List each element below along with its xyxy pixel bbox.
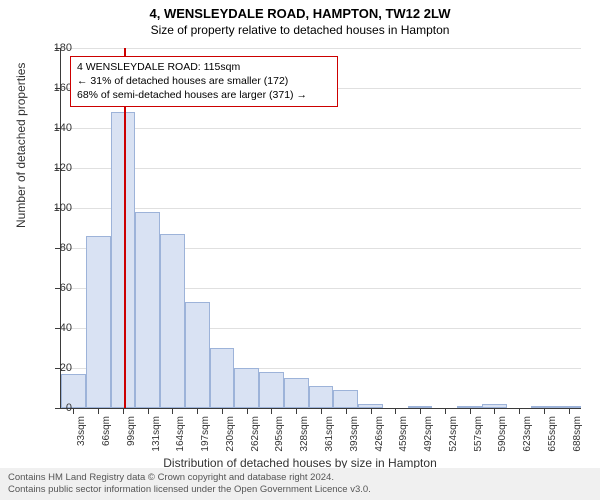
x-tick xyxy=(371,408,372,414)
histogram-bar xyxy=(111,112,136,408)
histogram-bar xyxy=(210,348,235,408)
y-tick-label: 100 xyxy=(54,202,72,214)
y-tick-label: 140 xyxy=(54,122,72,134)
x-tick-label: 393sqm xyxy=(349,416,360,452)
grid-line xyxy=(61,208,581,209)
x-tick xyxy=(544,408,545,414)
y-tick-label: 80 xyxy=(60,242,72,254)
x-tick xyxy=(148,408,149,414)
x-tick xyxy=(420,408,421,414)
histogram-bar xyxy=(234,368,259,408)
grid-line xyxy=(61,128,581,129)
histogram-bar xyxy=(61,374,86,408)
histogram-bar xyxy=(333,390,358,408)
x-tick-label: 688sqm xyxy=(572,416,583,452)
x-tick-label: 524sqm xyxy=(448,416,459,452)
x-tick-label: 33sqm xyxy=(76,416,87,446)
x-tick-label: 66sqm xyxy=(101,416,112,446)
annotation-box: 4 WENSLEYDALE ROAD: 115sqm← 31% of detac… xyxy=(70,56,338,107)
histogram-bar xyxy=(135,212,160,408)
x-tick-label: 655sqm xyxy=(547,416,558,452)
grid-line xyxy=(61,168,581,169)
footer-line-2: Contains public sector information licen… xyxy=(8,484,592,496)
grid-line xyxy=(61,48,581,49)
x-tick-label: 361sqm xyxy=(324,416,335,452)
annotation-line: ← 31% of detached houses are smaller (17… xyxy=(77,74,331,88)
x-tick xyxy=(271,408,272,414)
y-tick-label: 120 xyxy=(54,162,72,174)
x-tick xyxy=(247,408,248,414)
x-tick xyxy=(569,408,570,414)
x-tick-label: 557sqm xyxy=(473,416,484,452)
histogram-bar xyxy=(86,236,111,408)
chart-title-main: 4, WENSLEYDALE ROAD, HAMPTON, TW12 2LW xyxy=(0,0,600,21)
x-tick-label: 459sqm xyxy=(398,416,409,452)
y-tick-label: 180 xyxy=(54,42,72,54)
x-tick xyxy=(296,408,297,414)
histogram-bar xyxy=(259,372,284,408)
x-tick-label: 295sqm xyxy=(274,416,285,452)
y-tick-label: 20 xyxy=(60,362,72,374)
x-tick xyxy=(222,408,223,414)
x-tick-label: 492sqm xyxy=(423,416,434,452)
x-tick xyxy=(346,408,347,414)
x-tick-label: 164sqm xyxy=(175,416,186,452)
chart-title-sub: Size of property relative to detached ho… xyxy=(0,21,600,37)
y-tick-label: 60 xyxy=(60,282,72,294)
x-tick-label: 590sqm xyxy=(497,416,508,452)
x-tick xyxy=(123,408,124,414)
x-tick xyxy=(445,408,446,414)
histogram-bar xyxy=(284,378,309,408)
x-tick xyxy=(73,408,74,414)
annotation-line: 4 WENSLEYDALE ROAD: 115sqm xyxy=(77,60,331,74)
x-tick-label: 623sqm xyxy=(522,416,533,452)
footer-line-1: Contains HM Land Registry data © Crown c… xyxy=(8,472,592,484)
histogram-bar xyxy=(309,386,334,408)
x-tick xyxy=(321,408,322,414)
x-tick-label: 131sqm xyxy=(151,416,162,452)
histogram-bar xyxy=(160,234,185,408)
x-tick xyxy=(470,408,471,414)
x-tick-label: 197sqm xyxy=(200,416,211,452)
y-tick xyxy=(55,408,61,409)
x-tick-label: 262sqm xyxy=(250,416,261,452)
y-tick-label: 0 xyxy=(66,402,72,414)
histogram-bar xyxy=(185,302,210,408)
x-tick-label: 230sqm xyxy=(225,416,236,452)
x-tick xyxy=(98,408,99,414)
x-tick xyxy=(494,408,495,414)
x-tick xyxy=(197,408,198,414)
y-tick-label: 40 xyxy=(60,322,72,334)
x-tick-label: 99sqm xyxy=(126,416,137,446)
footer-attribution: Contains HM Land Registry data © Crown c… xyxy=(0,468,600,500)
x-tick xyxy=(172,408,173,414)
annotation-line: 68% of semi-detached houses are larger (… xyxy=(77,88,331,102)
x-tick-label: 426sqm xyxy=(374,416,385,452)
x-tick xyxy=(395,408,396,414)
y-axis-title: Number of detached properties xyxy=(14,63,28,228)
x-tick-label: 328sqm xyxy=(299,416,310,452)
x-tick xyxy=(519,408,520,414)
